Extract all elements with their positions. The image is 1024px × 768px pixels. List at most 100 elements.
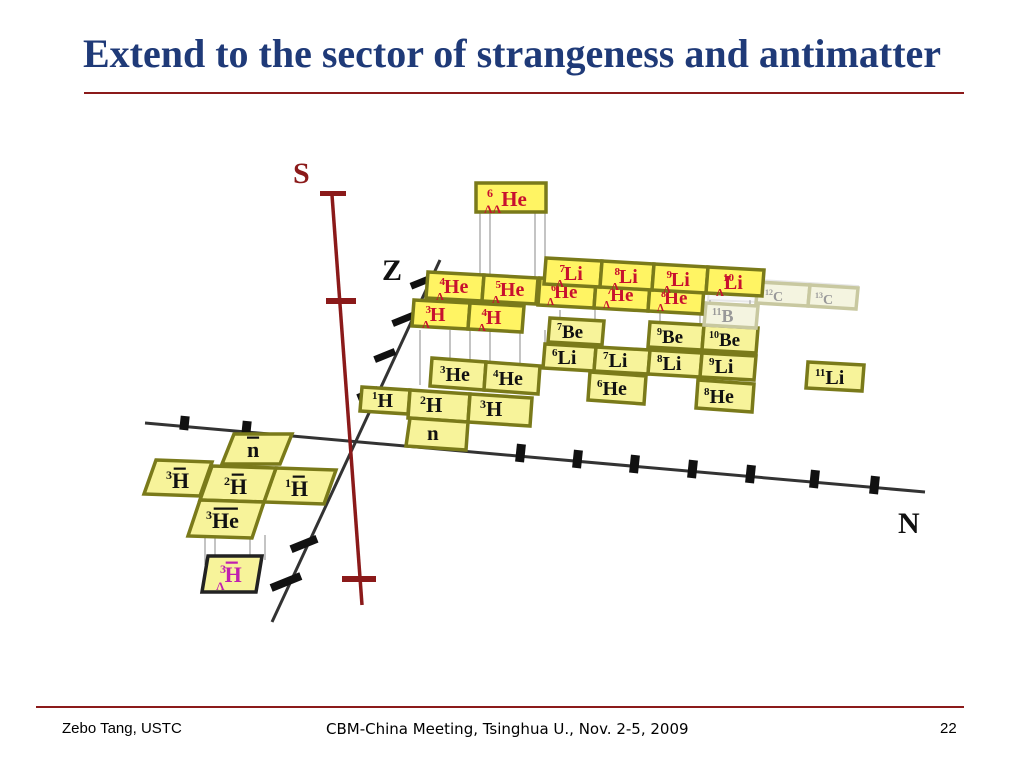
nuclide-label: 11Li <box>815 367 845 389</box>
ordinary-nuclide-cell: 11B <box>702 301 760 330</box>
mass-number: 3 <box>480 397 486 411</box>
mass-number: 11 <box>815 367 825 379</box>
nuclide-label: 2H <box>420 393 442 417</box>
hyper-nuclide-cell: 7 ΛLi <box>542 256 604 290</box>
ordinary-nuclide-cell: 6He <box>586 370 648 406</box>
ordinary-nuclide-cell: 2H <box>406 388 472 424</box>
cell-box <box>404 416 470 452</box>
element-symbol: He <box>554 282 577 303</box>
hyperon-subscript: Λ <box>603 300 611 311</box>
element-symbol: n <box>427 421 439 445</box>
mass-number: 8 <box>661 289 666 300</box>
hyperon-subscript: Λ <box>556 278 564 290</box>
cell-box <box>546 316 606 347</box>
hyper-nuclide-cell: 3 ΛH <box>410 298 472 331</box>
nuclide-label: 6Li <box>552 347 577 369</box>
n-axis-ticks <box>179 415 880 495</box>
s-axis-label: S <box>293 157 310 190</box>
mass-number: 6 <box>487 186 493 200</box>
ordinary-nuclide-cell: 9Li <box>698 351 758 382</box>
n-axis-label: N <box>898 507 920 540</box>
nuclide-label: 10Be <box>709 330 740 351</box>
nuclide-label: 3He <box>440 364 470 386</box>
footer-rule <box>36 706 964 708</box>
nuclide-label: 8He <box>704 386 734 408</box>
nuclide-label: 12C <box>765 288 783 305</box>
mass-number: 12 <box>765 288 773 297</box>
nuclide-label: 3 ΛH <box>216 562 242 593</box>
hyperon-subscript: Λ <box>611 281 619 293</box>
nuclide-label: 4 ΛH <box>478 307 502 334</box>
nuclide-label: 6He <box>597 378 627 400</box>
anti-nuclide-cell: 2H <box>197 464 279 504</box>
mass-number: 11 <box>712 307 721 318</box>
mass-number: 9 <box>667 269 673 281</box>
element-symbol: He <box>501 187 527 211</box>
ordinary-nuclide-cell: 3He <box>428 356 488 392</box>
mass-number: 5 <box>496 279 502 291</box>
mass-number: 7 <box>607 286 612 297</box>
page-number: 22 <box>940 720 957 737</box>
nuclide-label: 7 ΛLi <box>556 263 583 290</box>
ordinary-nuclide-cell: 8He <box>694 378 756 414</box>
element-symbol: H <box>172 468 189 493</box>
mass-number: 8 <box>615 266 621 278</box>
mass-number: 6 <box>551 283 556 294</box>
nuclide-label: 3He <box>206 508 239 533</box>
anti-nuclide-cell: n <box>219 432 295 466</box>
element-symbol: He <box>603 378 628 400</box>
mass-number: 7 <box>560 263 566 275</box>
slide-title: Extend to the sector of strangeness and … <box>82 31 942 76</box>
hyper-nuclide-cell: 4 ΛH <box>466 301 526 334</box>
nuclide-label: 8 ΛLi <box>611 266 638 293</box>
nuclide-label: 9Li <box>709 356 734 378</box>
element-symbol: H <box>430 304 446 326</box>
ordinary-nuclide-cell: 3H <box>466 392 534 428</box>
hyperon-subscript: Λ <box>216 579 225 593</box>
cell-box <box>804 360 866 393</box>
ordinary-nuclide-cell: 11Li <box>804 360 866 393</box>
element-symbol: He <box>710 386 735 408</box>
hyperon-subscript: ΛΛ <box>484 202 502 216</box>
element-symbol: He <box>444 276 469 298</box>
cell-box <box>466 301 526 334</box>
nuclide-label: 6 ΛΛHe <box>484 186 527 216</box>
mass-number: 9 <box>657 327 662 338</box>
nuclide-label: 1H <box>285 476 308 501</box>
title-underline <box>84 92 964 94</box>
z-axis-label: Z <box>382 254 402 287</box>
mass-number: 9 <box>709 356 715 368</box>
element-symbol: He <box>212 508 239 533</box>
element-symbol: Li <box>564 263 583 285</box>
element-symbol: H <box>486 307 502 329</box>
element-symbol: C <box>823 293 833 308</box>
mass-number: 10 <box>723 272 735 284</box>
mass-number: 4 <box>493 368 499 380</box>
cell-box <box>199 554 265 594</box>
cell-box <box>586 370 648 406</box>
nuclide-label: 13C <box>815 291 833 308</box>
cell-box <box>474 181 548 214</box>
ordinary-nuclide-cell: 10Be <box>700 323 760 355</box>
nuclide-label: 6 ΛHe <box>547 282 577 308</box>
mass-number: 2 <box>224 474 230 488</box>
hyperon-subscript: Λ <box>492 294 500 306</box>
element-symbol: H <box>426 393 442 417</box>
cell-box <box>482 360 542 396</box>
hyperon-subscript: Λ <box>657 303 665 314</box>
mass-number: 7 <box>557 322 562 333</box>
nuclide-label: n <box>427 421 439 445</box>
mass-number: 7 <box>603 350 609 362</box>
nuclide-label: 1H <box>372 390 394 412</box>
element-symbol: Li <box>609 350 628 372</box>
element-symbol: C <box>773 290 783 305</box>
ordinary-nuclide-cell: n <box>404 416 470 452</box>
element-symbol: H <box>291 476 308 501</box>
element-symbol: Li <box>619 266 638 288</box>
element-symbol: Li <box>558 347 577 369</box>
element-symbol: B <box>721 306 733 326</box>
nuclide-label: 7Be <box>557 322 583 343</box>
element-symbol: Li <box>663 353 682 375</box>
mass-number: 3 <box>206 508 212 522</box>
